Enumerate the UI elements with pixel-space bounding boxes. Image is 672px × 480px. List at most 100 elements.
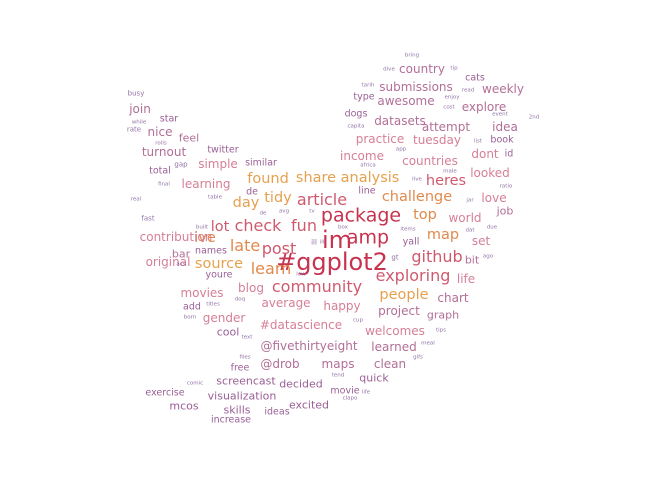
cloud-word: tuesday xyxy=(412,133,462,147)
cloud-word: type xyxy=(353,91,375,103)
cloud-word: capita xyxy=(347,123,365,130)
cloud-word: book xyxy=(490,134,514,146)
cloud-word: graph xyxy=(426,308,460,322)
cloud-word: post xyxy=(261,239,297,258)
cloud-word: de xyxy=(259,210,267,217)
cloud-word: turnout xyxy=(141,145,187,159)
cloud-word: tidy xyxy=(264,189,292,206)
cloud-word: article xyxy=(296,190,348,209)
cloud-word: world xyxy=(448,211,482,225)
cloud-word: busy xyxy=(127,89,145,98)
cloud-word: package xyxy=(320,204,402,227)
cloud-word: maps xyxy=(321,357,355,371)
cloud-word: ive xyxy=(194,229,216,246)
cloud-word: @drob xyxy=(260,357,300,371)
cloud-word: avg xyxy=(278,208,290,215)
cloud-word: tv xyxy=(309,208,315,215)
cloud-word: rolls xyxy=(155,140,167,147)
cloud-word: found xyxy=(247,170,289,187)
cloud-word: bring xyxy=(404,52,420,59)
cloud-word: learn xyxy=(250,259,292,278)
cloud-word: app xyxy=(395,146,407,153)
cloud-word: meal xyxy=(421,340,435,347)
cloud-word: github xyxy=(411,247,463,266)
cloud-word: ill xyxy=(319,239,325,246)
cloud-word: job xyxy=(496,204,514,218)
cloud-word: late xyxy=(229,236,261,255)
cloud-word: feel xyxy=(178,131,200,145)
cloud-word: practice xyxy=(355,132,405,146)
cloud-word: id xyxy=(504,148,514,160)
cloud-word: countries xyxy=(402,154,458,168)
cloud-word: rate xyxy=(126,125,142,134)
cloud-word: read xyxy=(461,87,475,94)
cloud-word: chart xyxy=(437,291,469,305)
cloud-word: total xyxy=(149,165,171,177)
cloud-word: ideas xyxy=(264,406,290,418)
cloud-word: community xyxy=(271,277,363,296)
cloud-word: #datascience xyxy=(259,318,343,332)
cloud-word: 2nd xyxy=(528,114,540,121)
cloud-word: free xyxy=(230,362,250,374)
cloud-word: share xyxy=(295,169,337,186)
cloud-word: titles xyxy=(206,301,220,308)
cloud-word: event xyxy=(492,111,508,118)
cloud-word: contribution xyxy=(139,230,213,244)
cloud-word: im xyxy=(321,226,353,254)
cloud-word: items xyxy=(400,226,416,233)
cloud-word: check xyxy=(234,216,282,235)
cloud-word: country xyxy=(399,62,445,76)
cloud-word: bit xyxy=(464,253,480,267)
cloud-word: explore xyxy=(461,100,507,114)
cloud-word: life xyxy=(456,272,476,286)
cloud-word: gifs xyxy=(413,354,423,361)
cloud-word: files xyxy=(239,354,251,361)
cloud-word: blog xyxy=(238,281,264,295)
cloud-word: text xyxy=(241,334,253,341)
cloud-word: tip xyxy=(450,65,458,72)
cloud-word: @fivethirtyeight xyxy=(260,339,358,353)
cloud-word: dogs xyxy=(344,108,368,120)
cloud-word: weekly xyxy=(482,82,524,96)
cloud-word: born xyxy=(183,314,197,321)
cloud-word: cats xyxy=(465,72,485,84)
cloud-word: bar xyxy=(171,247,191,261)
cloud-word: cost xyxy=(443,104,455,111)
cloud-word: happy xyxy=(323,299,361,313)
cloud-word: movie xyxy=(330,385,360,397)
cloud-word: mcos xyxy=(169,399,199,413)
cloud-word: simple xyxy=(198,157,238,171)
cloud-word: datasets xyxy=(374,114,426,128)
cloud-word: income xyxy=(340,149,384,163)
cloud-word: gt xyxy=(391,253,399,262)
cloud-word: jar xyxy=(466,197,474,204)
cloud-word: dont xyxy=(471,147,499,161)
cloud-word: final xyxy=(158,181,170,188)
cloud-word: learning xyxy=(181,177,231,191)
cloud-word: built xyxy=(195,224,209,231)
cloud-word: live xyxy=(412,176,422,183)
cloud-word: ill xyxy=(311,238,317,247)
cloud-word: comic xyxy=(186,380,204,387)
cloud-word: low xyxy=(296,271,306,278)
cloud-word: welcomes xyxy=(365,324,425,338)
cloud-word: average xyxy=(261,296,311,310)
cloud-word: star xyxy=(159,113,179,125)
cloud-word: life xyxy=(361,389,371,396)
cloud-word: lot xyxy=(210,218,230,235)
cloud-word: tips xyxy=(435,327,447,334)
cloud-word: ratio xyxy=(499,183,513,190)
cloud-word: youre xyxy=(205,269,233,281)
cloud-word: africa xyxy=(360,162,376,169)
cloud-word: twitter xyxy=(207,144,239,156)
cloud-word: line xyxy=(358,185,376,197)
cloud-word: set xyxy=(471,234,491,248)
cloud-word: enjoy xyxy=(444,94,460,101)
cloud-word: heres xyxy=(425,172,467,189)
cloud-word: movies xyxy=(180,286,224,300)
cloud-word: #ggplot2 xyxy=(276,248,388,276)
cloud-word: clapo xyxy=(342,395,358,402)
cloud-word: submissions xyxy=(379,80,453,94)
cloud-word: quick xyxy=(359,371,389,385)
